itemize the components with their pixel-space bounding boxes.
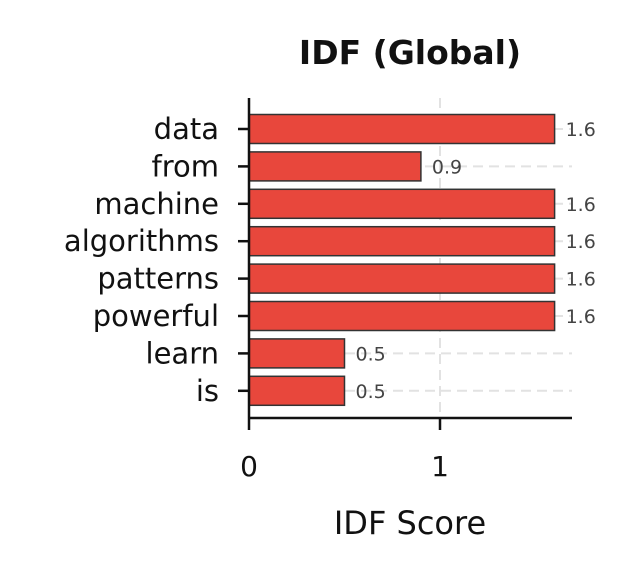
bar — [248, 151, 422, 182]
category-label: is — [196, 374, 219, 408]
data-label: 1.6 — [566, 119, 596, 141]
category-label: learn — [146, 336, 219, 370]
x-axis-label: IDF Score — [334, 504, 486, 542]
bar — [248, 113, 556, 145]
bar — [248, 225, 556, 257]
chart-title: IDF (Global) — [299, 33, 521, 72]
bar — [248, 375, 346, 407]
bar — [248, 300, 556, 332]
category-label: algorithms — [64, 224, 219, 258]
grid-lines — [249, 98, 572, 418]
category-label: powerful — [93, 299, 219, 333]
data-label: 1.6 — [566, 306, 596, 328]
category-label: data — [154, 112, 219, 146]
x-tick-label: 0 — [240, 450, 258, 483]
bar — [248, 263, 556, 294]
bar — [248, 338, 346, 369]
category-label: from — [152, 149, 220, 183]
bars — [248, 113, 556, 407]
category-label: machine — [94, 187, 219, 221]
bar — [248, 188, 556, 220]
data-label: 1.6 — [566, 231, 596, 253]
x-tick-label: 1 — [431, 450, 449, 483]
data-label: 1.6 — [566, 194, 596, 216]
data-labels: 1.6 0.9 1.6 1.6 1.6 1.6 0.5 0.5 — [356, 119, 596, 403]
data-label: 0.5 — [356, 381, 386, 403]
data-label: 0.5 — [356, 343, 386, 365]
data-label: 0.9 — [432, 156, 462, 178]
category-label: patterns — [97, 262, 219, 296]
data-label: 1.6 — [566, 269, 596, 291]
